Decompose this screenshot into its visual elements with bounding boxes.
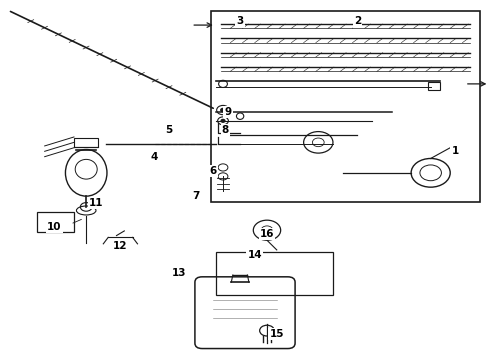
Text: 1: 1 xyxy=(451,146,459,156)
Circle shape xyxy=(221,120,225,122)
Text: 13: 13 xyxy=(172,268,186,278)
Text: 16: 16 xyxy=(260,229,274,239)
Text: 2: 2 xyxy=(354,17,361,27)
Text: 10: 10 xyxy=(47,222,62,231)
Text: 3: 3 xyxy=(237,17,244,27)
Text: 4: 4 xyxy=(151,152,158,162)
Text: 9: 9 xyxy=(224,107,231,117)
Text: 8: 8 xyxy=(222,125,229,135)
Bar xyxy=(211,12,480,202)
Bar xyxy=(37,212,74,232)
Circle shape xyxy=(221,108,225,112)
Text: 5: 5 xyxy=(166,125,173,135)
Text: 11: 11 xyxy=(89,198,103,208)
Text: 14: 14 xyxy=(247,250,262,260)
Bar xyxy=(216,252,333,295)
Bar xyxy=(428,82,441,90)
Bar xyxy=(74,138,98,147)
Text: 12: 12 xyxy=(113,241,128,251)
Text: 15: 15 xyxy=(270,329,284,339)
Text: 6: 6 xyxy=(210,166,217,176)
Text: 7: 7 xyxy=(193,191,200,201)
